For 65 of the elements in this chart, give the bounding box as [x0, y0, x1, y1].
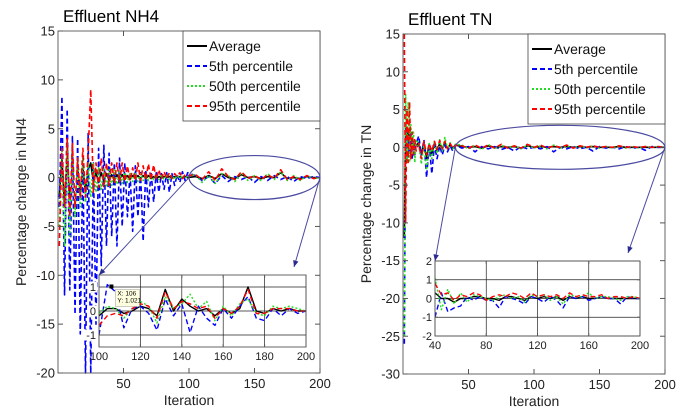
line-series — [58, 96, 320, 374]
y-tick-label: -2 — [422, 330, 432, 343]
y-tick-label: -30 — [381, 366, 400, 382]
y-axis-title: Percentage change in TN — [358, 124, 374, 284]
x-tick-label: 180 — [255, 351, 274, 363]
y-tick-label: -5 — [43, 218, 55, 234]
y-tick-label: 10 — [386, 64, 400, 80]
y-tick-label: -15 — [381, 253, 400, 268]
y-tick-label: 0 — [426, 293, 432, 306]
x-tick-label: 200 — [630, 340, 650, 352]
y-tick-label: 0 — [48, 170, 55, 186]
line-series — [435, 292, 640, 318]
y-tick-label: -1 — [422, 312, 432, 324]
y-tick-label: 15 — [40, 24, 55, 39]
x-tick-label: 160 — [580, 340, 598, 352]
x-tick-label: 100 — [523, 377, 545, 392]
x-axis-title: Iteration — [508, 393, 560, 409]
x-tick-label: 100 — [90, 351, 108, 363]
y-tick-label: 5 — [48, 121, 55, 136]
line-series — [99, 284, 306, 336]
legend-label: 50th percentile — [209, 78, 302, 94]
legend-label: 5th percentile — [554, 60, 638, 77]
y-tick-label: -1 — [86, 330, 96, 342]
legend-label: Average — [554, 40, 606, 57]
x-tick-label: 200 — [296, 351, 316, 363]
x-tick-label: 80 — [480, 340, 492, 352]
x-tick-label: 140 — [172, 351, 191, 363]
x-tick-label: 50 — [461, 377, 476, 392]
y-tick-label: 5 — [392, 102, 400, 118]
x-tick-label: 100 — [178, 376, 200, 391]
y-tick-label: 0 — [392, 140, 400, 155]
y-tick-label: -15 — [36, 316, 55, 332]
line-series — [99, 288, 306, 326]
chart-title: Effluent NH4 — [63, 7, 160, 26]
x-tick-label: 200 — [309, 376, 331, 391]
x-tick-label: 150 — [588, 377, 610, 392]
y-tick-label: -5 — [388, 178, 400, 193]
y-tick-label: 1 — [426, 274, 432, 287]
x-tick-label: 160 — [214, 351, 232, 363]
line-series — [404, 33, 665, 224]
y-tick-label: 10 — [40, 72, 55, 88]
y-axis-title: Percentage change in NH4 — [13, 118, 29, 286]
y-tick-label: -20 — [36, 366, 55, 381]
x-tick-label: 120 — [528, 340, 547, 352]
chart-title: Effluent TN — [408, 10, 492, 29]
y-tick-label: 15 — [386, 26, 400, 42]
y-tick-label: -10 — [381, 215, 400, 230]
y-tick-label: -10 — [36, 268, 55, 283]
x-tick-label: 120 — [131, 351, 150, 363]
legend-label: 50th percentile — [554, 80, 646, 97]
x-axis-title: Iteration — [164, 392, 214, 408]
legend-label: 95th percentile — [209, 98, 302, 114]
line-series — [435, 282, 640, 302]
x-tick-label: 150 — [244, 376, 266, 391]
legend-label: 5th percentile — [209, 58, 294, 74]
y-tick-label: 0 — [90, 306, 96, 318]
y-tick-label: -20 — [381, 290, 400, 306]
x-tick-label: 40 — [428, 340, 442, 352]
x-tick-label: 200 — [654, 377, 676, 392]
legend-label: Average — [209, 38, 262, 54]
legend-label: 95th percentile — [554, 100, 646, 117]
x-tick-label: 50 — [116, 376, 131, 391]
y-tick-label: -25 — [381, 328, 400, 344]
y-tick-label: 1 — [90, 282, 96, 294]
y-tick-label: 2 — [426, 256, 432, 268]
